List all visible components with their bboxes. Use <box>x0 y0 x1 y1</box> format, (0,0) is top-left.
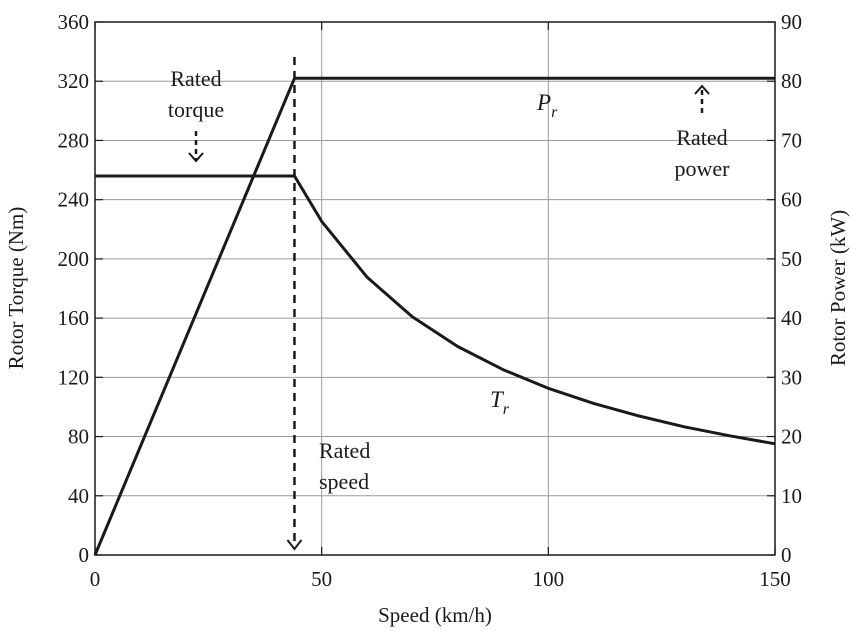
rated-power-label-line1: Rated <box>676 125 727 150</box>
power-series-label: Pr <box>536 90 558 121</box>
data-series <box>93 57 776 556</box>
axis-ticks <box>94 21 776 556</box>
torque-series-subscript: r <box>503 401 510 418</box>
grid-lines <box>95 22 775 555</box>
plot-frame <box>94 21 776 556</box>
x-tick-label: 150 <box>759 567 791 591</box>
rated-speed-label-line1: Rated <box>319 438 370 463</box>
x-tick-label: 100 <box>533 567 565 591</box>
y-right-tick-label: 50 <box>781 247 802 271</box>
y-right-tick-label: 90 <box>781 10 802 34</box>
rated-torque-label-line2: torque <box>168 97 224 122</box>
y-left-tick-label: 160 <box>58 306 90 330</box>
rated-speed-arrowhead <box>286 539 303 551</box>
power-series-symbol: P <box>536 90 551 115</box>
x-tick-label: 50 <box>311 567 332 591</box>
x-axis-title: Speed (km/h) <box>378 603 492 627</box>
y-left-tick-label: 320 <box>58 69 90 93</box>
y-left-tick-label: 0 <box>79 543 90 567</box>
x-tick-label: 0 <box>90 567 101 591</box>
power-series-subscript: r <box>551 104 558 121</box>
rated-power-arrow <box>694 84 710 117</box>
y-right-tick-label: 0 <box>781 543 792 567</box>
rated-torque-label-line1: Rated <box>170 66 221 91</box>
y-right-tick-label: 40 <box>781 306 802 330</box>
y-right-tick-label: 80 <box>781 69 802 93</box>
y-right-tick-label: 10 <box>781 484 802 508</box>
rated-speed-label-line2: speed <box>319 469 369 494</box>
y-left-tick-label: 80 <box>68 425 89 449</box>
y-right-tick-label: 30 <box>781 365 802 389</box>
y-axis-left-title: Rotor Torque (Nm) <box>4 207 28 370</box>
tick-labels: 0 50 100 1500408012016020024028032036001020… <box>58 10 803 591</box>
rated-torque-arrow <box>188 131 204 163</box>
torque-series-label: Tr <box>490 387 510 418</box>
y-right-tick-label: 20 <box>781 425 802 449</box>
y-left-tick-label: 200 <box>58 247 90 271</box>
y-left-tick-label: 40 <box>68 484 89 508</box>
rated-power-label-line2: power <box>675 156 731 181</box>
y-left-tick-label: 360 <box>58 10 90 34</box>
y-right-tick-label: 60 <box>781 188 802 212</box>
power-curve <box>93 76 775 556</box>
y-left-tick-label: 120 <box>58 365 90 389</box>
torque-series-symbol: T <box>490 387 505 412</box>
y-right-tick-label: 70 <box>781 128 802 152</box>
y-left-tick-label: 240 <box>58 188 90 212</box>
y-axis-right-title: Rotor Power (kW) <box>826 210 850 366</box>
y-left-tick-label: 280 <box>58 128 90 152</box>
torque-curve <box>95 174 776 446</box>
